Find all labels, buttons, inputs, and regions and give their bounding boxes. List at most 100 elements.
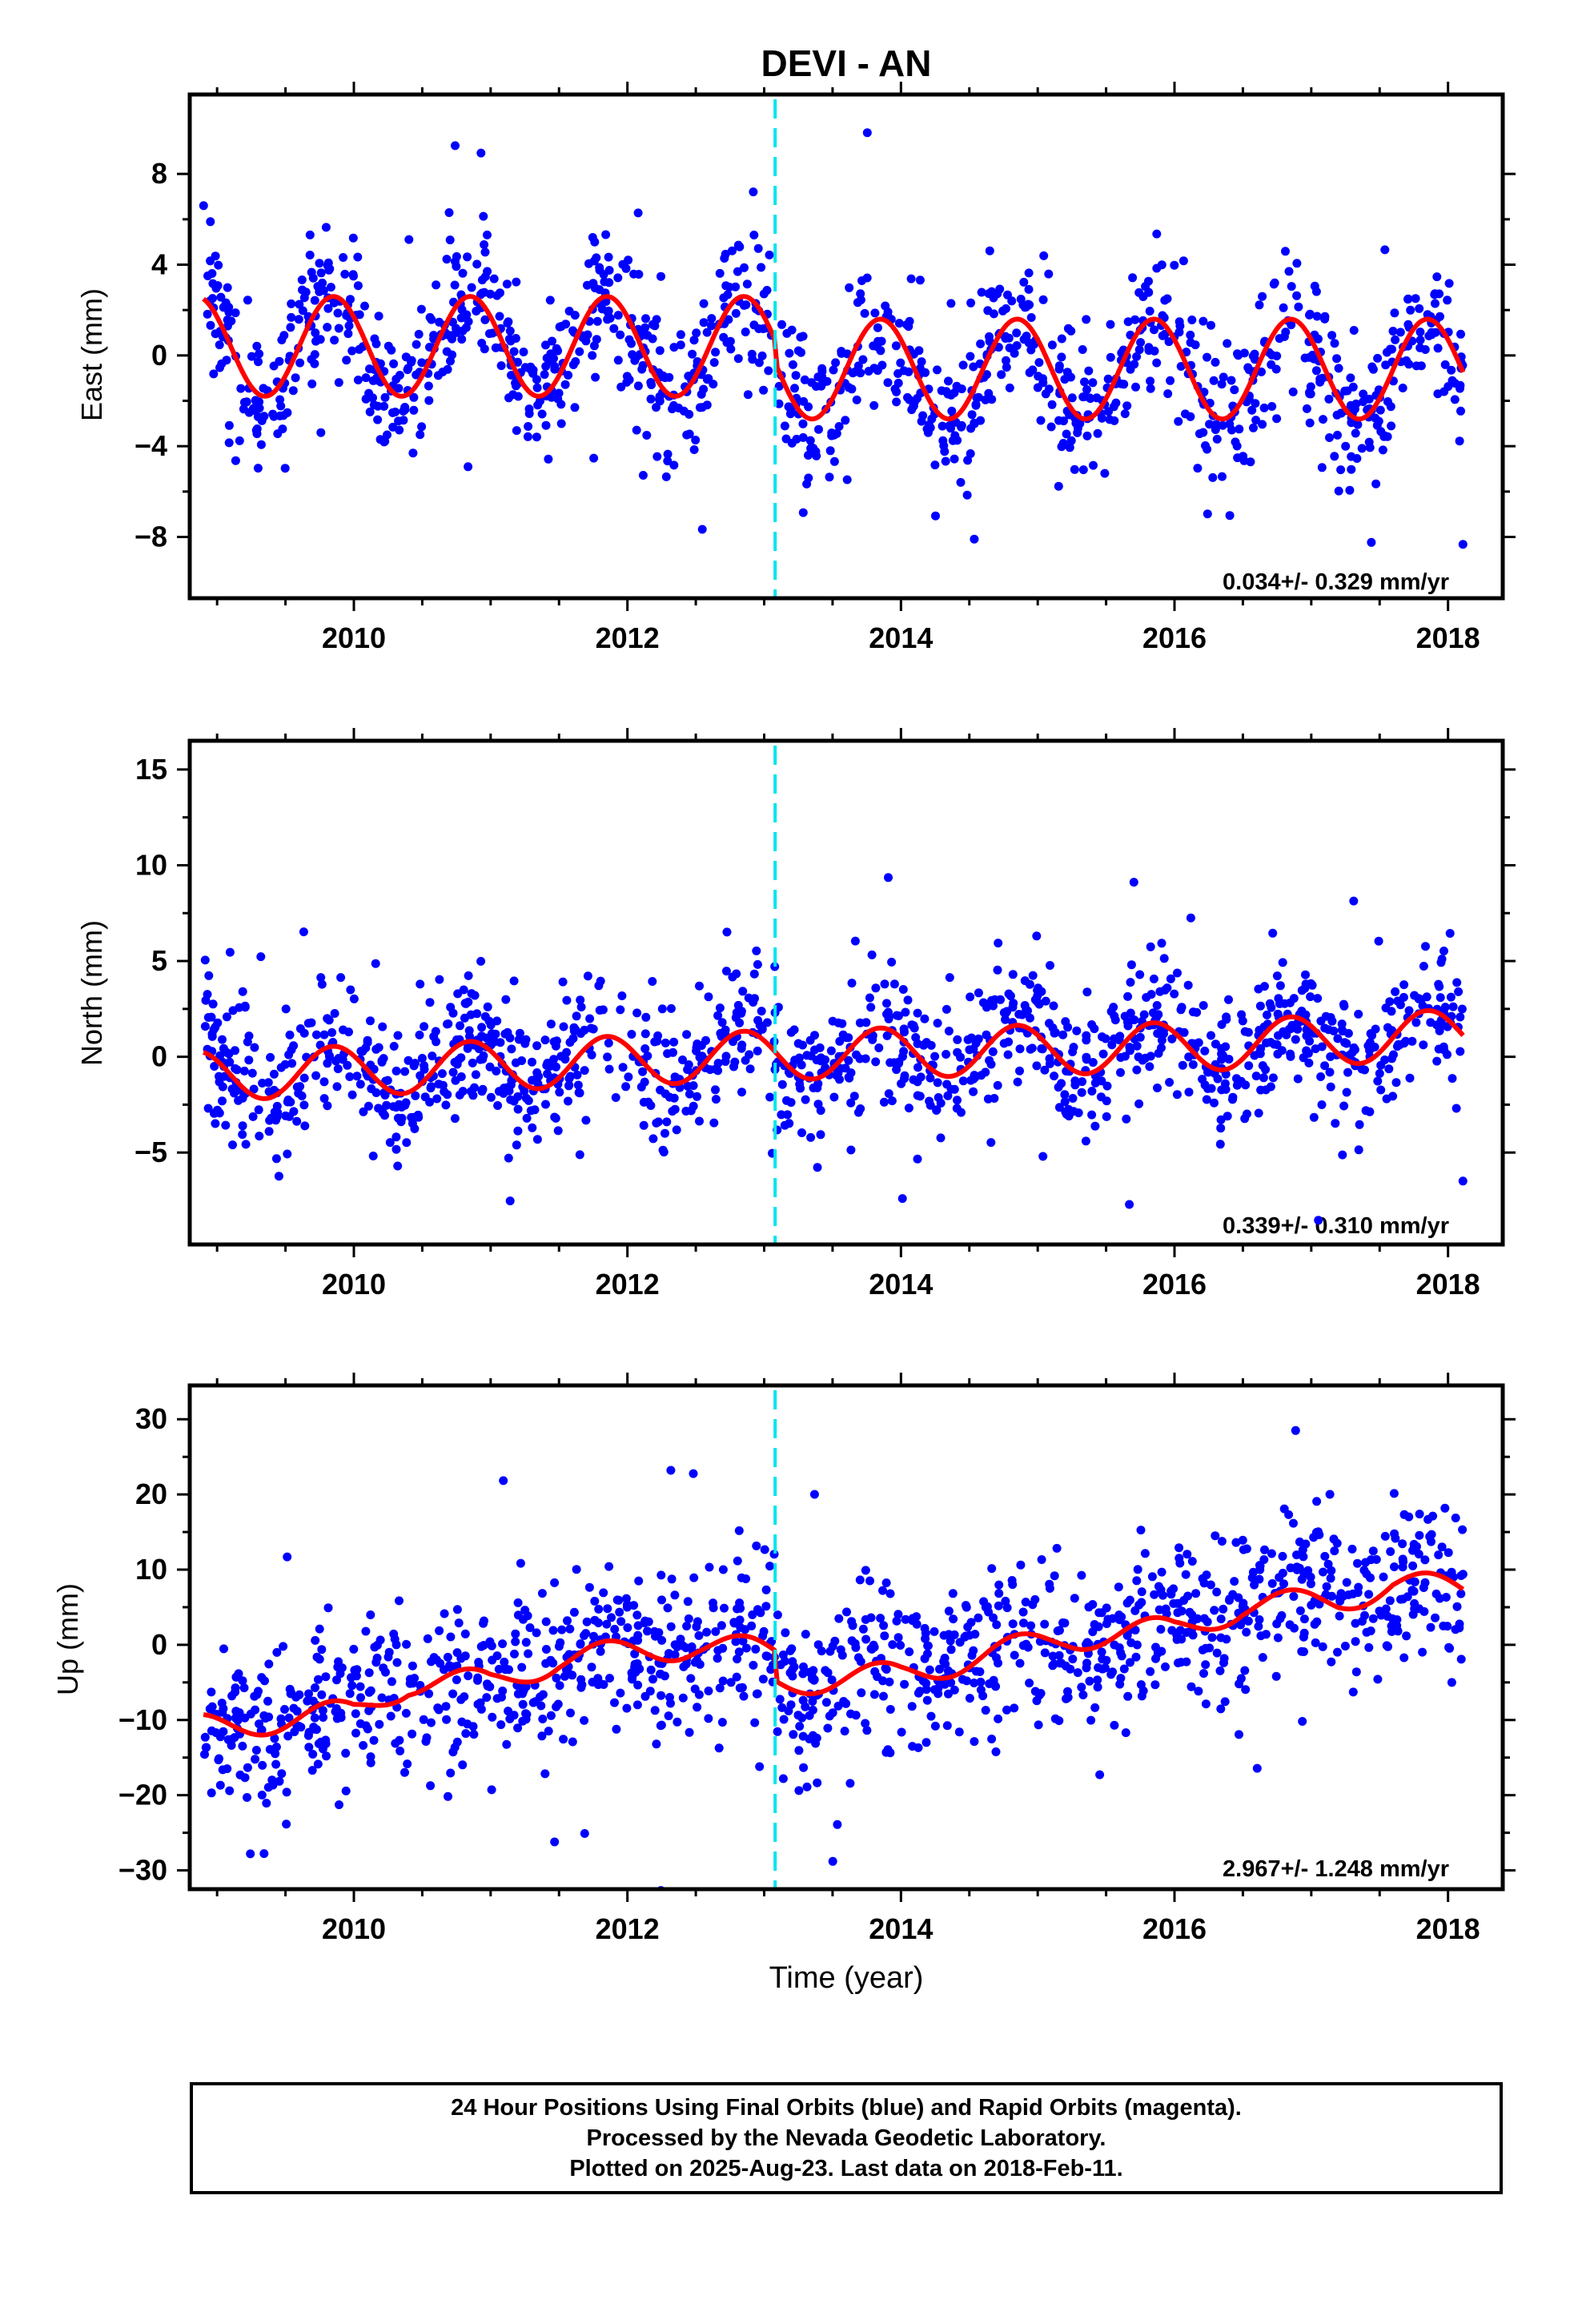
up-data-point bbox=[352, 1665, 362, 1675]
up-data-point bbox=[1351, 1667, 1361, 1677]
east-data-point bbox=[930, 460, 940, 470]
east-data-point bbox=[597, 304, 607, 314]
up-data-point bbox=[733, 1655, 742, 1664]
east-data-point bbox=[689, 445, 699, 454]
east-data-point bbox=[1106, 352, 1115, 362]
north-data-point bbox=[1015, 1044, 1025, 1054]
north-data-point bbox=[371, 1044, 381, 1054]
north-data-point bbox=[231, 1063, 240, 1073]
east-data-point bbox=[1038, 378, 1048, 388]
north-data-point bbox=[319, 1030, 329, 1039]
east-data-point bbox=[938, 421, 947, 431]
east-data-point bbox=[578, 333, 588, 342]
up-data-point bbox=[322, 1751, 331, 1761]
east-data-point bbox=[427, 315, 436, 324]
up-data-point bbox=[452, 1605, 462, 1614]
east-data-point bbox=[892, 387, 901, 396]
north-data-point bbox=[1157, 939, 1166, 948]
east-data-point bbox=[414, 329, 424, 339]
up-data-point bbox=[323, 1603, 333, 1613]
north-data-point bbox=[616, 1005, 625, 1015]
north-data-point bbox=[1090, 1121, 1100, 1131]
east-data-point bbox=[295, 358, 305, 368]
east-data-point bbox=[1174, 328, 1184, 337]
up-data-point bbox=[522, 1710, 532, 1719]
up-data-point bbox=[1007, 1576, 1017, 1585]
east-data-point bbox=[1372, 420, 1382, 430]
north-data-point bbox=[695, 981, 704, 991]
up-data-point bbox=[966, 1618, 976, 1627]
north-data-point bbox=[1331, 1119, 1340, 1128]
east-data-point bbox=[1058, 439, 1068, 448]
north-data-point bbox=[753, 1046, 762, 1055]
up-y-tick-label: −20 bbox=[118, 1779, 167, 1811]
up-data-point bbox=[1368, 1614, 1378, 1623]
east-data-point bbox=[242, 397, 251, 407]
east-data-point bbox=[655, 346, 665, 356]
up-data-point bbox=[939, 1630, 949, 1640]
north-data-point bbox=[218, 1096, 227, 1106]
north-data-point bbox=[463, 1043, 472, 1053]
north-y-tick-label: 5 bbox=[151, 944, 167, 977]
up-data-point bbox=[880, 1631, 889, 1641]
east-data-point bbox=[715, 268, 725, 278]
up-data-point bbox=[1403, 1592, 1412, 1602]
north-data-point bbox=[1038, 1152, 1048, 1161]
up-data-point bbox=[448, 1689, 458, 1699]
north-data-point bbox=[1437, 955, 1447, 964]
east-data-point bbox=[931, 511, 940, 521]
up-data-point bbox=[1122, 1630, 1132, 1640]
north-data-point bbox=[573, 1080, 583, 1090]
up-data-point bbox=[200, 1750, 209, 1759]
up-data-point bbox=[1364, 1590, 1374, 1599]
east-data-point bbox=[217, 359, 227, 368]
east-data-point bbox=[1004, 333, 1014, 343]
east-data-point bbox=[1024, 284, 1034, 294]
east-data-point bbox=[719, 293, 729, 303]
east-data-point bbox=[692, 328, 701, 338]
north-data-point bbox=[241, 1140, 251, 1149]
up-data-point bbox=[594, 1604, 604, 1614]
east-data-point bbox=[1054, 481, 1063, 491]
east-data-point bbox=[391, 375, 401, 384]
east-data-point bbox=[513, 392, 523, 401]
north-data-point bbox=[683, 1065, 693, 1075]
east-data-point bbox=[489, 274, 499, 283]
up-data-point bbox=[536, 1692, 544, 1702]
north-data-point bbox=[1297, 986, 1307, 995]
north-data-point bbox=[926, 1100, 935, 1110]
up-data-point bbox=[781, 1628, 790, 1638]
up-data-point bbox=[981, 1602, 990, 1612]
east-data-point bbox=[1134, 345, 1144, 355]
east-data-point bbox=[403, 365, 412, 375]
north-data-point bbox=[343, 1060, 352, 1070]
north-data-point bbox=[1134, 1052, 1143, 1062]
up-data-point bbox=[513, 1723, 523, 1733]
up-data-point bbox=[1125, 1595, 1134, 1605]
up-data-point bbox=[1121, 1728, 1130, 1738]
up-data-point bbox=[1299, 1552, 1308, 1562]
east-data-point bbox=[1259, 403, 1269, 412]
east-data-point bbox=[1387, 421, 1396, 431]
north-data-point bbox=[777, 1080, 787, 1089]
east-data-point bbox=[252, 424, 262, 433]
north-data-point bbox=[1081, 1136, 1090, 1146]
north-data-point bbox=[299, 1028, 309, 1038]
up-data-point bbox=[345, 1689, 355, 1699]
up-data-point bbox=[1230, 1577, 1239, 1586]
up-data-point bbox=[1216, 1614, 1226, 1624]
up-data-point bbox=[610, 1698, 619, 1707]
east-data-point bbox=[1057, 352, 1066, 362]
east-data-point bbox=[323, 258, 333, 267]
up-data-point bbox=[285, 1684, 295, 1694]
north-data-point bbox=[1038, 1044, 1047, 1054]
east-data-point bbox=[1267, 402, 1277, 411]
north-data-point bbox=[234, 1096, 243, 1105]
up-data-point bbox=[1216, 1633, 1226, 1642]
east-data-point bbox=[1279, 303, 1288, 312]
north-data-point bbox=[273, 1108, 283, 1117]
up-data-point bbox=[215, 1754, 223, 1763]
east-data-point bbox=[1333, 430, 1342, 440]
east-data-point bbox=[227, 316, 236, 326]
up-data-point bbox=[1146, 1667, 1155, 1676]
